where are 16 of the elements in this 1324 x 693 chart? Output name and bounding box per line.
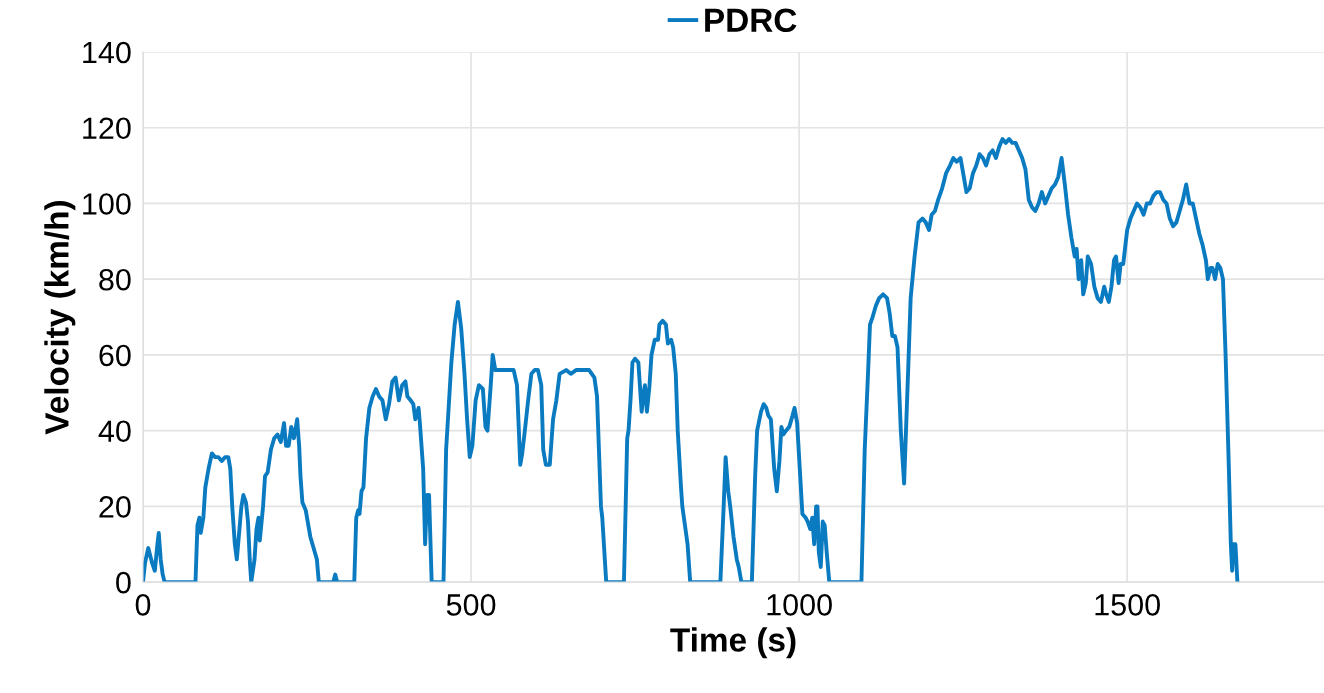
legend-label: PDRC <box>705 8 797 33</box>
y-tick-label: 60 <box>99 344 131 367</box>
y-tick-label: 80 <box>99 268 131 291</box>
y-tick-label: 140 <box>83 41 131 64</box>
y-tick-label: 120 <box>83 117 131 140</box>
line-series <box>142 137 1240 583</box>
x-tick-label: 1500 <box>1095 594 1160 616</box>
y-axis-title: Velocity (km/h) <box>44 201 76 435</box>
x-axis-title: Time (s) <box>670 627 796 659</box>
x-tick-label: 1000 <box>767 594 832 616</box>
y-tick-label: 100 <box>83 193 131 215</box>
x-tick-label: 0 <box>135 594 151 616</box>
y-tick-label: 20 <box>99 496 131 518</box>
y-tick-label: 0 <box>116 571 131 594</box>
x-tick-label: 500 <box>446 594 496 616</box>
y-tick-label: 40 <box>98 420 131 443</box>
